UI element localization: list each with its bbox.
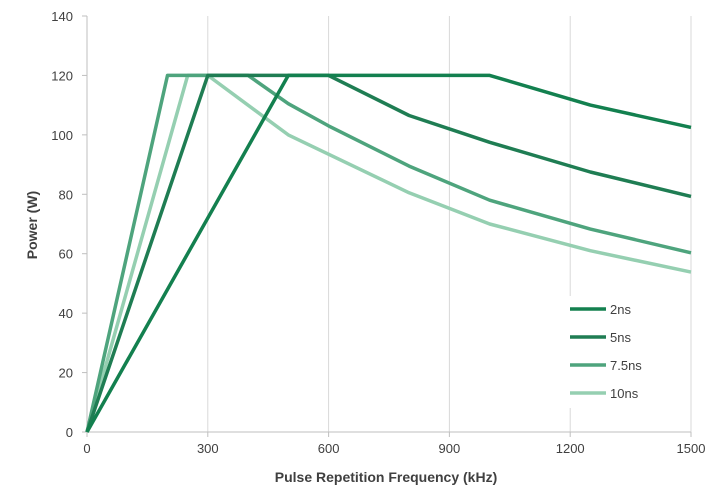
legend-label-2ns: 2ns	[610, 302, 631, 317]
legend-box	[560, 296, 670, 408]
axes	[86, 16, 691, 433]
y-tick-label-140: 140	[51, 9, 73, 24]
legend-label-10ns: 10ns	[610, 386, 639, 401]
y-tick-label-80: 80	[59, 187, 73, 202]
y-axis-title: Power (W)	[24, 191, 40, 259]
series-lines	[85, 73, 692, 433]
series-line-7-5ns	[85, 73, 692, 433]
x-tick-label-1500: 1500	[677, 441, 706, 456]
legend-label-5ns: 5ns	[610, 330, 631, 345]
x-tick-label-900: 900	[439, 441, 461, 456]
x-tick-label-1200: 1200	[556, 441, 585, 456]
x-tick-label-300: 300	[197, 441, 219, 456]
y-tick-label-40: 40	[59, 306, 73, 321]
x-axis-ticks: 0 300 600 900 1200 1500	[83, 432, 705, 456]
legend-label-7-5ns: 7.5ns	[610, 358, 642, 373]
y-tick-label-100: 100	[51, 128, 73, 143]
y-tick-label-0: 0	[66, 425, 73, 440]
y-axis-ticks: 0 20 40 60 80 100 120 140	[51, 9, 87, 440]
series-line-2ns	[85, 73, 692, 433]
y-tick-label-20: 20	[59, 366, 73, 381]
x-tick-label-600: 600	[318, 441, 340, 456]
y-tick-label-60: 60	[59, 247, 73, 262]
y-tick-label-120: 120	[51, 68, 73, 83]
legend: 2ns 5ns 7.5ns 10ns	[560, 296, 670, 408]
x-tick-label-0: 0	[83, 441, 90, 456]
x-axis-title: Pulse Repetition Frequency (kHz)	[275, 469, 497, 485]
series-line-5ns	[85, 73, 692, 433]
